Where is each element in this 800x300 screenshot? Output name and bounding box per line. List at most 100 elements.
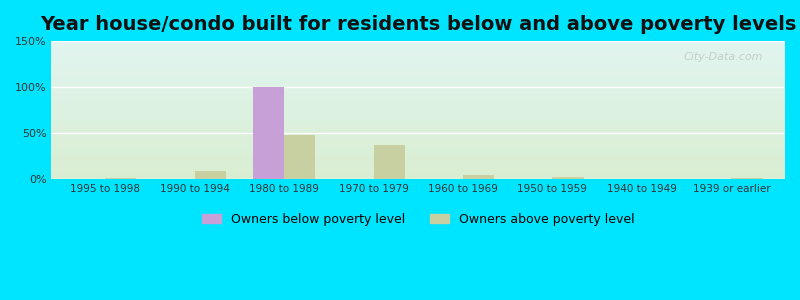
Bar	[51, 124, 785, 125]
Bar	[51, 65, 785, 66]
Bar	[51, 49, 785, 50]
Bar	[51, 91, 785, 92]
Bar	[51, 92, 785, 93]
Bar	[51, 107, 785, 108]
Text: City-Data.com: City-Data.com	[683, 52, 763, 62]
Bar	[51, 116, 785, 117]
Bar	[51, 103, 785, 104]
Bar	[51, 129, 785, 130]
Bar	[51, 112, 785, 113]
Bar	[51, 109, 785, 110]
Bar	[51, 171, 785, 172]
Bar	[51, 152, 785, 153]
Bar	[51, 42, 785, 43]
Bar	[51, 86, 785, 87]
Bar	[51, 77, 785, 78]
Bar	[51, 114, 785, 115]
Bar	[51, 81, 785, 82]
Bar	[51, 176, 785, 177]
Bar	[51, 151, 785, 152]
Bar	[51, 134, 785, 135]
Bar	[51, 57, 785, 58]
Bar	[51, 126, 785, 127]
Bar	[51, 110, 785, 111]
Bar	[51, 178, 785, 179]
Bar	[51, 70, 785, 71]
Bar	[51, 94, 785, 95]
Bar	[51, 161, 785, 162]
Bar	[51, 93, 785, 94]
Bar	[51, 66, 785, 67]
Bar	[51, 88, 785, 89]
Bar	[51, 172, 785, 173]
Bar	[51, 130, 785, 131]
Bar	[51, 96, 785, 97]
Bar	[51, 82, 785, 83]
Bar	[51, 61, 785, 62]
Bar	[51, 43, 785, 44]
Bar	[51, 97, 785, 98]
Bar	[51, 165, 785, 166]
Bar	[51, 177, 785, 178]
Bar	[51, 89, 785, 90]
Bar	[105, 178, 137, 179]
Bar	[51, 98, 785, 99]
Bar	[51, 136, 785, 137]
Bar	[51, 99, 785, 100]
Bar	[51, 113, 785, 114]
Bar	[51, 69, 785, 70]
Bar	[51, 50, 785, 51]
Bar	[51, 167, 785, 168]
Bar	[51, 170, 785, 171]
Bar	[51, 160, 785, 161]
Bar	[51, 108, 785, 109]
Bar	[51, 56, 785, 57]
Bar	[51, 71, 785, 72]
Bar	[51, 53, 785, 54]
Bar	[51, 104, 785, 105]
Bar	[51, 41, 785, 42]
Bar	[51, 173, 785, 174]
Bar	[51, 162, 785, 163]
Bar	[51, 105, 785, 106]
Bar	[51, 68, 785, 69]
Bar	[51, 118, 785, 119]
Bar	[51, 166, 785, 167]
Bar	[51, 75, 785, 76]
Bar	[51, 95, 785, 96]
Bar	[51, 52, 785, 53]
Bar	[51, 153, 785, 154]
Bar	[51, 102, 785, 103]
Bar	[51, 111, 785, 112]
Bar	[51, 78, 785, 79]
Bar	[51, 44, 785, 45]
Bar	[51, 62, 785, 63]
Bar	[51, 131, 785, 132]
Bar	[51, 148, 785, 149]
Bar	[51, 158, 785, 159]
Bar	[51, 132, 785, 133]
Bar	[51, 125, 785, 126]
Bar	[51, 84, 785, 85]
Bar	[51, 141, 785, 142]
Bar	[553, 177, 584, 179]
Bar	[51, 106, 785, 107]
Bar	[51, 64, 785, 65]
Bar	[51, 121, 785, 122]
Bar	[51, 47, 785, 48]
Bar	[194, 171, 226, 179]
Bar	[51, 58, 785, 59]
Bar	[51, 164, 785, 165]
Bar	[51, 79, 785, 80]
Bar	[51, 157, 785, 158]
Bar	[51, 146, 785, 147]
Bar	[51, 120, 785, 121]
Bar	[51, 90, 785, 91]
Bar	[51, 115, 785, 116]
Bar	[51, 76, 785, 77]
Bar	[51, 46, 785, 47]
Bar	[51, 139, 785, 140]
Bar	[51, 119, 785, 120]
Bar	[51, 169, 785, 170]
Bar	[51, 87, 785, 88]
